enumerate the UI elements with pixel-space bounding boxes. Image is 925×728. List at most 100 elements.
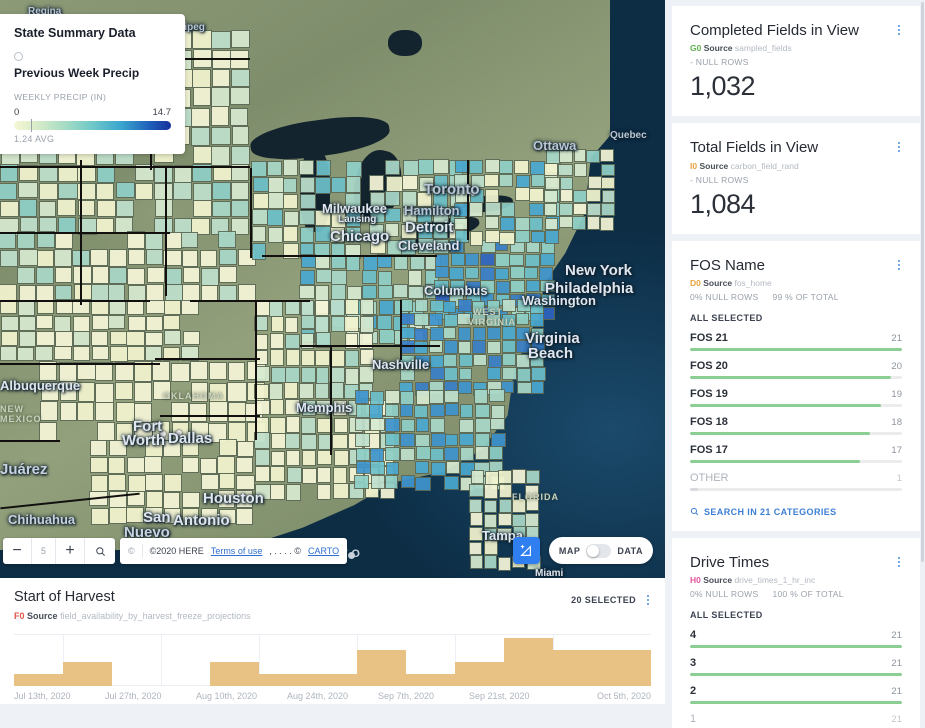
toggle-label-data: DATA <box>617 545 643 556</box>
county-cell <box>333 417 349 433</box>
toggle-switch[interactable] <box>586 543 612 558</box>
county-cell <box>300 299 315 316</box>
draw-polygon-button[interactable] <box>512 537 540 564</box>
county-cell <box>190 422 209 443</box>
county-cell <box>208 382 228 403</box>
county-cell <box>394 255 409 271</box>
category-row[interactable]: OTHER 1 <box>690 472 902 491</box>
legend-gradient-bar[interactable] <box>14 119 171 132</box>
zoom-out-button[interactable]: − <box>3 538 32 564</box>
county-cell <box>345 210 361 227</box>
county-cell <box>0 283 17 301</box>
county-cell <box>401 206 418 223</box>
total-fields-in-view-widget[interactable]: Total Fields in View I0 Source carbon_fie… <box>672 123 920 234</box>
county-cell <box>495 280 511 294</box>
category-row[interactable]: FOS 20 20 <box>690 360 902 379</box>
histogram-bar[interactable] <box>308 674 357 686</box>
right-sidebar[interactable]: Completed Fields in View G0 Source sample… <box>665 0 925 728</box>
histogram-bar[interactable] <box>63 662 112 686</box>
category-row[interactable]: 2 21 <box>690 685 902 704</box>
map-attribution[interactable]: © ©2020 HERE Terms of use , . . . . © CA… <box>120 538 348 564</box>
histogram-bar[interactable] <box>602 650 651 686</box>
histogram-bar[interactable] <box>14 674 63 686</box>
category-bar-track[interactable] <box>690 487 902 491</box>
source-table: sampled_fields <box>734 43 792 54</box>
county-cell <box>444 403 459 417</box>
county-cell <box>359 366 375 383</box>
histogram-x-axis: Jul 13th, 2020 Jul 27th, 2020 Aug 10th, 20… <box>14 691 651 701</box>
category-bar-track[interactable] <box>690 701 902 704</box>
histogram-bar[interactable] <box>553 650 602 686</box>
fos-name-widget[interactable]: FOS Name D0 Source fos_home 0% NULL ROWS 99… <box>672 240 920 531</box>
county-cell <box>434 279 449 293</box>
category-row[interactable]: FOS 21 21 <box>690 332 902 351</box>
kebab-menu-icon[interactable] <box>896 554 902 570</box>
radio-icon[interactable] <box>14 52 23 61</box>
county-cell <box>254 432 270 449</box>
county-cell <box>529 217 544 232</box>
harvest-histogram[interactable] <box>14 634 651 686</box>
category-bar-track[interactable] <box>690 375 902 379</box>
kebab-menu-icon[interactable] <box>896 257 902 273</box>
start-of-harvest-widget[interactable]: Start of Harvest 20 SELECTED F0 Source f… <box>0 578 665 704</box>
map-right-controls[interactable]: MAP DATA <box>512 537 653 564</box>
histogram-bar[interactable] <box>210 662 259 686</box>
county-cell <box>559 189 574 202</box>
category-bar-track[interactable] <box>690 673 902 676</box>
map-search-button[interactable] <box>85 538 115 564</box>
county-cell <box>512 469 526 484</box>
histogram-bar[interactable] <box>504 638 553 686</box>
county-cell <box>362 270 378 285</box>
county-cell <box>58 182 78 199</box>
histogram-bar[interactable] <box>357 650 406 686</box>
county-cell <box>235 456 253 473</box>
zoom-in-button[interactable]: + <box>56 538 85 564</box>
county-cell <box>115 199 135 217</box>
county-cell <box>0 331 19 346</box>
category-row[interactable]: FOS 18 18 <box>690 416 902 435</box>
category-bar-track[interactable] <box>690 459 902 463</box>
drive-times-widget[interactable]: Drive Times H0 Source drive_times_1_hr_in… <box>672 537 920 728</box>
category-row[interactable]: 4 21 <box>690 629 902 648</box>
map-legend-panel[interactable]: State Summary Data Previous Week Precip … <box>0 14 185 154</box>
county-cell <box>0 164 18 182</box>
histogram-bar[interactable] <box>406 674 455 686</box>
county-cell <box>458 327 472 341</box>
county-cell <box>162 440 182 458</box>
kebab-menu-icon[interactable] <box>896 22 902 38</box>
category-bar-track[interactable] <box>690 347 902 351</box>
completed-fields-in-view-widget[interactable]: Completed Fields in View G0 Source sample… <box>672 6 920 117</box>
county-cell <box>475 404 490 418</box>
category-row[interactable]: 3 21 <box>690 657 902 676</box>
hudson-bay-inlet <box>388 30 422 56</box>
county-cell <box>378 329 395 345</box>
histogram-bar[interactable] <box>455 662 504 686</box>
histogram-bar[interactable] <box>259 674 308 686</box>
legend-option[interactable]: Previous Week Precip <box>14 52 171 92</box>
category-bar-track[interactable] <box>690 645 902 648</box>
histogram-gridline <box>455 634 456 686</box>
attribution-here: ©2020 HERE <box>149 546 204 556</box>
category-bar-track[interactable] <box>690 403 902 407</box>
category-row[interactable]: FOS 19 19 <box>690 388 902 407</box>
county-cell <box>512 513 526 527</box>
sidebar-scrollbar[interactable] <box>921 2 924 562</box>
county-cell <box>90 474 109 492</box>
map-bottom-controls[interactable]: − 5 + © ©2020 HERE Terms of use , <box>3 538 348 564</box>
kebab-menu-icon[interactable] <box>896 139 902 155</box>
category-bar-track[interactable] <box>690 431 902 435</box>
fos-search-categories-link[interactable]: SEARCH IN 21 CATEGORIES <box>690 507 902 517</box>
category-row[interactable]: 1 21 <box>690 713 902 728</box>
category-row[interactable]: FOS 17 17 <box>690 444 902 463</box>
county-cell <box>192 145 213 165</box>
county-cell <box>298 209 315 226</box>
category-value: 21 <box>891 714 902 725</box>
attribution-carto-link[interactable]: CARTO <box>307 546 340 556</box>
county-cell <box>484 513 497 529</box>
attribution-terms-link[interactable]: Terms of use <box>210 546 263 556</box>
kebab-menu-icon[interactable] <box>645 592 651 608</box>
zoom-control-group[interactable]: − 5 + <box>3 538 115 564</box>
map-data-toggle[interactable]: MAP DATA <box>548 537 653 564</box>
county-cell <box>58 164 78 182</box>
map-viewport[interactable]: ReginaWinnipegQuebecOttawaTorontoHamilto… <box>0 0 665 578</box>
